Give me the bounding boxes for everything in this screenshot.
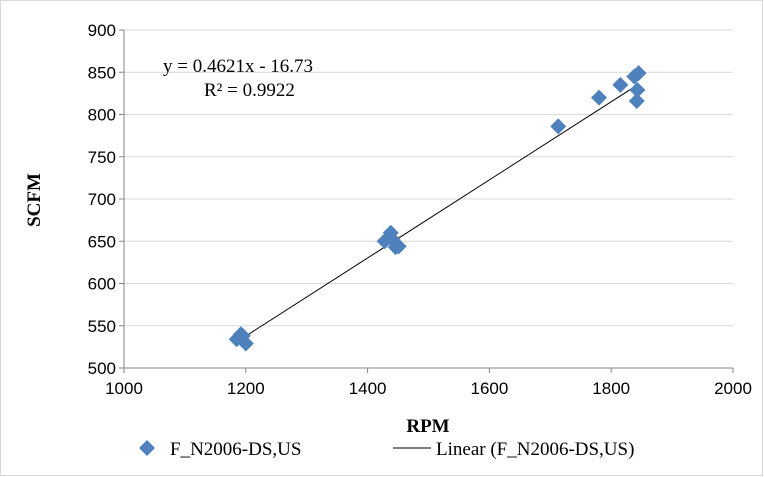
- y-tick-label: 800: [88, 106, 116, 125]
- data-points: [228, 65, 647, 352]
- x-axis-title: RPM: [406, 416, 449, 437]
- legend-marker-diamond: [139, 440, 155, 456]
- legend-series-label: F_N2006-DS,US: [170, 439, 301, 460]
- x-tick-label: 1200: [227, 379, 265, 398]
- trendline: [236, 83, 639, 343]
- x-tick-label: 1000: [105, 379, 143, 398]
- y-axis-title: SCFM: [24, 173, 45, 227]
- y-tick-label: 550: [88, 317, 116, 336]
- y-tick-labels: 500 550 600 650 700 750 800 850 900: [88, 21, 116, 378]
- legend: F_N2006-DS,US Linear (F_N2006-DS,US): [139, 439, 634, 460]
- y-tick-label: 900: [88, 21, 116, 40]
- legend-trendline-label: Linear (F_N2006-DS,US): [436, 439, 634, 460]
- data-point: [630, 65, 647, 82]
- y-tick-label: 650: [88, 232, 116, 251]
- gridlines: [124, 29, 733, 327]
- x-tick-label: 1800: [592, 379, 630, 398]
- data-point: [612, 76, 629, 93]
- data-point: [591, 89, 608, 106]
- y-tick-label: 500: [88, 359, 116, 378]
- y-tick-label: 850: [88, 63, 116, 82]
- data-point: [550, 118, 567, 135]
- trendline-equation: y = 0.4621x - 16.73: [163, 56, 313, 77]
- trendline-layer: [236, 83, 639, 343]
- y-tick-label: 700: [88, 190, 116, 209]
- data-point: [629, 81, 646, 98]
- x-tick-labels: 1000 1200 1400 1600 1800 2000: [105, 379, 752, 398]
- axes: [119, 29, 734, 373]
- trendline-r-squared: R² = 0.9922: [204, 80, 295, 101]
- data-point: [237, 335, 254, 352]
- data-point: [628, 92, 645, 109]
- y-tick-label: 600: [88, 275, 116, 294]
- x-tick-label: 1600: [470, 379, 508, 398]
- y-tick-label: 750: [88, 148, 116, 167]
- x-tick-label: 1400: [349, 379, 387, 398]
- data-point: [390, 238, 407, 255]
- x-tick-label: 2000: [714, 379, 752, 398]
